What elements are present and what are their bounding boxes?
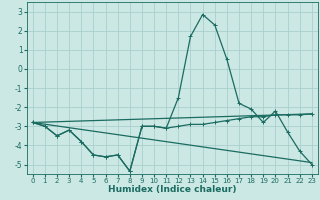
X-axis label: Humidex (Indice chaleur): Humidex (Indice chaleur) [108,185,236,194]
